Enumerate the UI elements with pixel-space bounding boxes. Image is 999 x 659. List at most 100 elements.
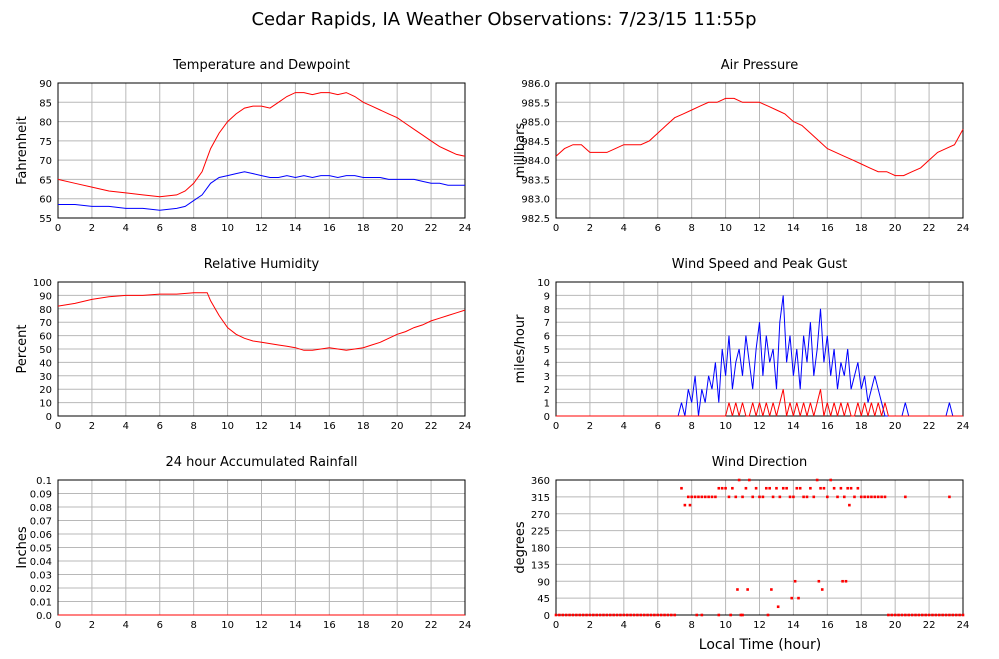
wind-x-tick: 4: [621, 421, 627, 432]
direction-point: [748, 478, 751, 482]
direction-point: [842, 495, 846, 499]
direction-point: [717, 613, 721, 617]
humidity-y-tick: 40: [39, 358, 52, 369]
direction-point: [793, 579, 797, 583]
rain-y-tick: 0.06: [30, 530, 52, 541]
direction-title: Wind Direction: [712, 455, 808, 470]
rain-y-tick: 0.08: [30, 503, 52, 514]
wind-x-tick: 16: [821, 421, 834, 432]
direction-point: [688, 503, 692, 507]
pressure-y-tick: 982.5: [521, 214, 550, 225]
direction-point: [832, 486, 836, 490]
pressure-y-axis-label: millibars: [513, 123, 528, 179]
pressure-x-tick: 18: [855, 223, 868, 234]
rain-y-tick: 0.04: [30, 557, 52, 568]
temp-plot-frame: [57, 82, 466, 219]
direction-point: [802, 495, 805, 499]
wind-y-tick: 4: [544, 358, 550, 369]
pressure-y-tick: 985.5: [521, 98, 550, 109]
direction-point: [598, 613, 602, 617]
pressure-y-tick: 984.0: [521, 156, 550, 167]
figure-title: Cedar Rapids, IA Weather Observations: 7…: [251, 9, 756, 30]
direction-point: [639, 613, 643, 617]
direction-point: [951, 613, 955, 617]
humidity-y-tick: 90: [39, 291, 52, 302]
direction-point: [595, 613, 598, 617]
direction-point: [859, 495, 863, 499]
direction-point: [853, 495, 856, 499]
direction-point: [900, 613, 904, 617]
direction-point: [927, 613, 931, 617]
temp-x-tick: 24: [459, 223, 472, 234]
direction-point: [798, 486, 802, 490]
direction-point: [839, 486, 843, 490]
humidity-y-tick: 10: [39, 399, 52, 410]
wind-x-tick: 10: [719, 421, 732, 432]
humidity-x-tick: 8: [190, 421, 196, 432]
direction-point: [666, 613, 670, 617]
temp-y-tick: 85: [39, 98, 52, 109]
direction-point: [632, 613, 636, 617]
direction-point: [717, 486, 721, 490]
pressure-x-tick: 20: [889, 223, 902, 234]
humidity-x-tick: 10: [221, 421, 234, 432]
direction-point: [954, 613, 958, 617]
rain-x-tick: 8: [190, 620, 196, 631]
direction-point: [897, 613, 900, 617]
direction-point: [873, 495, 877, 499]
direction-point: [568, 613, 571, 617]
rain-x-tick: 14: [289, 620, 302, 631]
rain-y-tick: 0.03: [30, 571, 52, 582]
direction-y-tick: 180: [531, 544, 550, 555]
direction-x-tick: 2: [587, 620, 593, 631]
direction-point: [917, 613, 921, 617]
temp-x-tick: 8: [190, 223, 196, 234]
direction-point: [817, 579, 821, 583]
wind-x-tick: 2: [587, 421, 593, 432]
direction-point: [703, 495, 707, 499]
pressure-x-tick: 16: [821, 223, 834, 234]
temp-x-tick: 22: [425, 223, 438, 234]
direction-point: [822, 486, 826, 490]
direction-point: [907, 613, 911, 617]
direction-point: [931, 613, 934, 617]
pressure-y-tick: 985.0: [521, 118, 550, 129]
wind-y-tick: 9: [544, 291, 550, 302]
direction-point: [876, 495, 880, 499]
direction-point: [741, 495, 744, 499]
direction-point: [731, 486, 734, 490]
direction-x-tick: 22: [923, 620, 936, 631]
direction-point: [856, 486, 860, 490]
humidity-x-tick: 24: [459, 421, 472, 432]
direction-y-tick: 315: [531, 493, 550, 504]
direction-point: [792, 495, 795, 499]
direction-point: [844, 579, 848, 583]
wind-x-tick: 14: [787, 421, 800, 432]
humidity-x-tick: 16: [323, 421, 336, 432]
rain-x-tick: 10: [221, 620, 234, 631]
direction-point: [961, 613, 965, 617]
pressure-x-tick: 12: [753, 223, 766, 234]
pressure-x-tick: 2: [587, 223, 593, 234]
temp-y-tick: 70: [39, 156, 52, 167]
direction-point: [592, 613, 595, 617]
direction-point: [829, 478, 833, 482]
direction-point: [914, 613, 917, 617]
humidity-x-tick: 20: [391, 421, 404, 432]
direction-y-tick: 135: [531, 560, 550, 571]
direction-point: [646, 613, 649, 617]
temp-x-tick: 16: [323, 223, 336, 234]
direction-point: [636, 613, 639, 617]
temp-x-tick: 12: [255, 223, 268, 234]
direction-point: [727, 495, 731, 499]
direction-point: [795, 486, 799, 490]
direction-point: [561, 613, 565, 617]
wind-y-tick: 5: [544, 345, 550, 356]
temp-y-tick: 60: [39, 195, 52, 206]
wind-x-tick: 20: [889, 421, 902, 432]
direction-point: [819, 486, 822, 490]
pressure-x-tick: 4: [621, 223, 627, 234]
direction-x-tick: 8: [688, 620, 694, 631]
direction-point: [629, 613, 632, 617]
